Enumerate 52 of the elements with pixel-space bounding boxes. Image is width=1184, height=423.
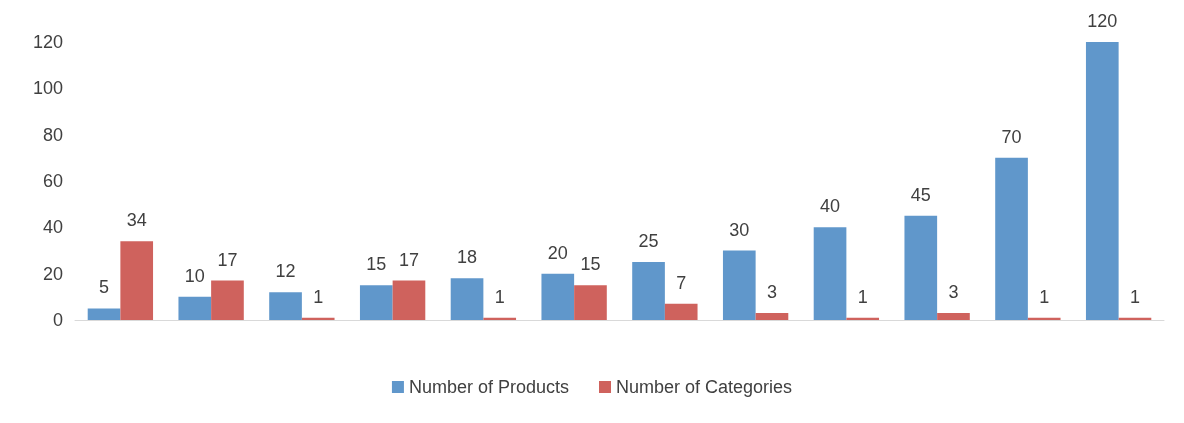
- data-label: 1: [857, 286, 868, 307]
- bar: [904, 215, 938, 320]
- data-label: 1: [1129, 286, 1140, 307]
- bar: [937, 313, 970, 320]
- data-label: 70: [1001, 126, 1022, 147]
- bar: [87, 308, 121, 320]
- legend-label: Number of Products: [408, 377, 569, 397]
- bar: [755, 313, 789, 320]
- y-tick-label: 80: [42, 124, 63, 145]
- data-label: 15: [580, 254, 601, 275]
- data-label: 45: [910, 184, 931, 205]
- data-label: 1: [494, 286, 505, 307]
- bar: [392, 280, 426, 320]
- bar: [813, 227, 847, 320]
- y-tick-label: 0: [52, 310, 63, 330]
- data-label: 30: [729, 219, 750, 240]
- data-label: 12: [275, 261, 296, 282]
- data-label: 10: [184, 265, 205, 286]
- data-label: 17: [398, 249, 419, 270]
- data-label: 1: [1039, 286, 1050, 307]
- bar: [450, 278, 484, 320]
- bar: [632, 262, 665, 320]
- y-tick-label: 120: [32, 32, 63, 52]
- data-label: 40: [820, 196, 841, 217]
- bar: [722, 250, 756, 320]
- bar: [1085, 42, 1119, 320]
- y-tick-label: 60: [42, 171, 63, 191]
- data-label: 3: [948, 282, 959, 303]
- data-label: 7: [676, 272, 687, 293]
- data-label: 15: [366, 254, 387, 275]
- legend-label: Number of Categories: [615, 377, 793, 397]
- data-label: 120: [1087, 11, 1118, 31]
- y-tick-label: 40: [42, 217, 63, 238]
- bar: [211, 280, 244, 320]
- y-tick-label: 100: [32, 78, 63, 99]
- bar: [664, 303, 698, 320]
- data-label: 1: [313, 286, 324, 307]
- bar: [359, 285, 393, 320]
- data-label: 17: [217, 249, 238, 270]
- data-label: 5: [99, 277, 110, 298]
- y-tick-label: 20: [42, 263, 63, 284]
- bar: [178, 296, 212, 320]
- data-label: 25: [638, 231, 659, 252]
- data-label: 20: [547, 242, 568, 263]
- bar: [269, 292, 302, 320]
- data-label: 34: [126, 210, 147, 231]
- bar: [120, 241, 154, 320]
- data-label: 3: [766, 282, 777, 303]
- bar: [574, 285, 607, 320]
- data-label: 18: [457, 247, 478, 268]
- bar: [995, 157, 1028, 320]
- bar: [541, 273, 575, 320]
